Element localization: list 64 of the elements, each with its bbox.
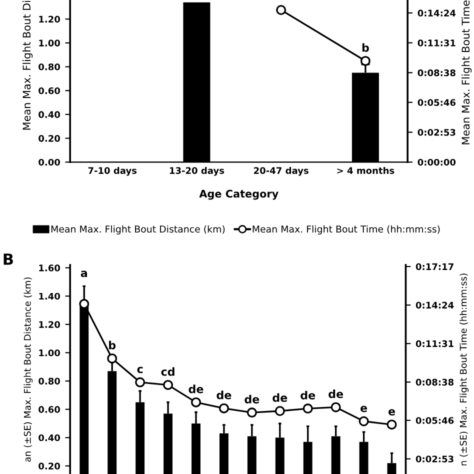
y2-tick-label: 0:05:46 (416, 417, 454, 424)
y-tick-label: 0.80 (38, 63, 60, 70)
point (79, 298, 90, 309)
point (386, 420, 397, 430)
y-axis-title: Mean Max. Flight Bout Di (22, 0, 33, 130)
y2-tick-label: 0:02:53 (418, 128, 456, 136)
annotation: b (109, 340, 116, 350)
point (274, 406, 285, 416)
y-axis-title: an (±SE) Max. Flight Bout Distance (km) (24, 277, 33, 462)
annotation: b (362, 43, 369, 52)
point (218, 403, 229, 414)
point (358, 416, 369, 426)
y2-axis-title: n (±SE) Max. Flight Bout Time (hh:mm:ss) (460, 274, 469, 466)
y2-axis-title: Mean Max. Flight Bout Time (462, 0, 472, 144)
x-axis-title: Age Category (199, 190, 278, 200)
y2-tick-label: 0:14:24 (418, 10, 456, 17)
y-tick-label: 0.20 (38, 135, 60, 142)
y2-tick-label: 0:05:46 (418, 99, 456, 106)
y-tick-label: 1.00 (39, 40, 60, 46)
text: B (4, 254, 13, 265)
y-tick-label: 0.40 (38, 111, 60, 118)
annotation: de (300, 390, 316, 400)
annotation: de (188, 384, 204, 394)
y2-tick-label: 0:08:38 (418, 69, 456, 76)
y2-tick-label: 0:11:31 (416, 340, 454, 348)
y-tick-label: 0.20 (38, 462, 60, 470)
annotation: c (137, 366, 143, 374)
y-tick-label: 1.40 (39, 292, 60, 300)
y-tick-label: 0.60 (38, 406, 60, 413)
point (330, 402, 341, 412)
annotation: de (244, 394, 260, 404)
y-tick-label: 0.40 (38, 434, 60, 442)
y2-tick-label: 0:14:24 (416, 302, 454, 309)
point (163, 380, 174, 390)
y2-tick-label: 0:02:53 (416, 456, 454, 462)
y-tick-label: 1.20 (39, 321, 60, 328)
y-tick-label: 0.80 (38, 378, 60, 385)
point (135, 377, 146, 388)
y-tick-label: 0.60 (38, 87, 60, 94)
y2-tick-label: 0:08:38 (416, 378, 454, 386)
legend-label: Mean Max. Flight Bout Distance (km) (51, 225, 225, 234)
y2-tick-label: 0:17:17 (416, 263, 454, 270)
point (190, 397, 201, 408)
legend-label: Mean Max. Flight Bout Time (hh:mm:ss) (252, 225, 440, 234)
y2-tick-label: 0:00:00 (418, 158, 456, 166)
x-tick-label: 7-10 days (88, 166, 137, 176)
y-tick-label: 0.00 (38, 158, 60, 166)
y-tick-label: 1.20 (39, 16, 60, 23)
y-tick-label: 1.60 (39, 264, 60, 272)
y-tick-label: 1.00 (39, 349, 60, 356)
y2-tick-label: 0:11:31 (418, 40, 456, 46)
x-tick-label: 20-47 days (254, 166, 308, 176)
point (302, 404, 313, 414)
annotation: cd (161, 367, 174, 376)
annotation: de (216, 390, 232, 400)
point (107, 353, 118, 364)
annotation: de (328, 390, 344, 398)
annotation: e (388, 409, 395, 416)
annotation: de (272, 393, 288, 402)
x-tick-label: 13-20 days (170, 166, 224, 176)
point (246, 408, 257, 418)
annotation: e (360, 406, 368, 412)
x-tick-label: > 4 months (337, 166, 394, 174)
annotation: a (80, 270, 88, 278)
